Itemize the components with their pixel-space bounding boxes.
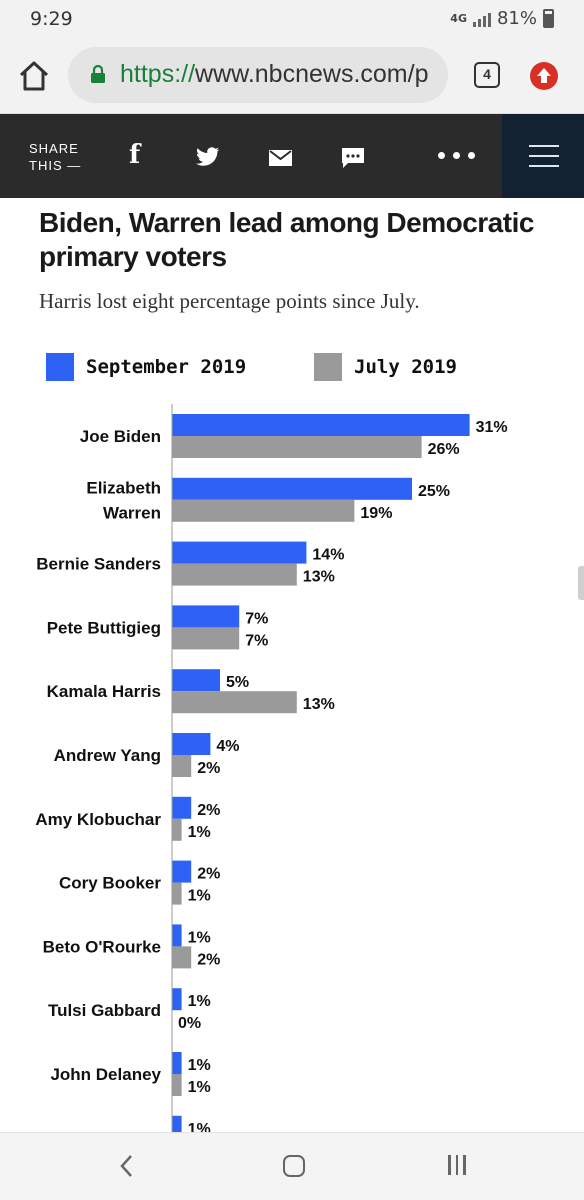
- data-label-september: 25%: [418, 483, 450, 500]
- browser-toolbar: https://www.nbcnews.com/p 4: [0, 38, 584, 114]
- data-label-september: 31%: [476, 419, 508, 436]
- data-label-september: 4%: [216, 738, 239, 755]
- bar-september: [172, 414, 470, 436]
- share-label: SHARE THIS —: [29, 140, 81, 174]
- system-nav-bar: [0, 1132, 584, 1200]
- share-label-line1: SHARE: [29, 141, 79, 156]
- sms-icon[interactable]: [341, 147, 365, 169]
- data-label-july: 7%: [245, 632, 268, 649]
- email-icon[interactable]: [269, 150, 292, 166]
- legend-label-september: September 2019: [86, 356, 247, 378]
- legend-label-july: July 2019: [354, 356, 457, 378]
- status-time: 9:29: [30, 8, 73, 30]
- data-label-july: 1%: [188, 888, 211, 905]
- bar-july: [172, 882, 182, 905]
- data-label-july: 2%: [197, 760, 220, 777]
- bar-chart: Joe Biden 31% 26% Elizabeth Warren 25% 19% Bern…: [35, 404, 508, 1132]
- category-label: Amy Klobuchar: [35, 810, 161, 829]
- legend-swatch-july: [314, 353, 342, 381]
- scrollbar-thumb[interactable]: [578, 566, 584, 600]
- tab-switcher-button[interactable]: 4: [474, 62, 500, 88]
- signal-icon: [472, 11, 491, 27]
- data-label-september: 5%: [226, 674, 249, 691]
- data-label-september: 1%: [188, 1121, 211, 1132]
- battery-icon: [543, 9, 554, 28]
- more-icon[interactable]: [438, 152, 475, 159]
- bar-september: [172, 924, 182, 947]
- bar-september: [172, 796, 192, 819]
- bar-july: [172, 627, 240, 650]
- data-label-september: 7%: [245, 610, 268, 627]
- recent-apps-icon[interactable]: [448, 1155, 466, 1175]
- battery-percent: 81%: [496, 8, 537, 29]
- bar-july: [172, 946, 192, 969]
- bar-july: [172, 563, 297, 586]
- chart-subhead: Harris lost eight percentage points sinc…: [39, 289, 420, 313]
- data-label-july: 13%: [303, 569, 335, 586]
- home-icon[interactable]: [16, 58, 52, 94]
- data-label-september: 1%: [188, 993, 211, 1010]
- data-label-july: 13%: [303, 696, 335, 713]
- bar-september: [172, 1115, 182, 1132]
- category-label: Bernie Sanders: [36, 555, 161, 574]
- data-label-july: 26%: [428, 441, 460, 458]
- category-label: Pete Buttigieg: [47, 618, 161, 637]
- bar-september: [172, 988, 182, 1011]
- bar-september: [172, 669, 220, 692]
- data-label-september: 1%: [188, 929, 211, 946]
- category-label: John Delaney: [50, 1065, 161, 1084]
- category-label: Warren: [103, 503, 161, 522]
- bar-july: [172, 436, 422, 458]
- category-label: Joe Biden: [80, 427, 161, 446]
- bar-july: [172, 818, 182, 841]
- status-bar: 9:29 4G 81%: [0, 0, 584, 38]
- data-label-july: 1%: [188, 824, 211, 841]
- bar-september: [172, 477, 412, 500]
- network-4g-icon: 4G: [450, 11, 467, 25]
- data-label-september: 1%: [188, 1057, 211, 1074]
- category-label: Elizabeth: [86, 478, 161, 497]
- data-label-july: 2%: [197, 951, 220, 968]
- update-icon[interactable]: [530, 62, 558, 90]
- bar-september: [172, 1052, 182, 1074]
- twitter-icon[interactable]: [196, 147, 220, 167]
- data-label-september: 2%: [197, 866, 220, 883]
- menu-icon[interactable]: [502, 114, 584, 198]
- address-bar[interactable]: https://www.nbcnews.com/p: [68, 47, 448, 103]
- url-host: www.nbcnews.com/p: [195, 60, 429, 88]
- bar-september: [172, 605, 240, 628]
- legend-swatch-september: [46, 353, 74, 381]
- lock-icon: [91, 65, 105, 83]
- data-label-september: 2%: [197, 802, 220, 819]
- home-nav-icon[interactable]: [283, 1155, 305, 1177]
- share-label-line2: THIS —: [29, 158, 82, 173]
- share-bar: SHARE THIS — f: [0, 114, 584, 198]
- bar-july: [172, 1074, 182, 1096]
- legend-september: September 2019: [46, 353, 246, 381]
- category-label: Beto O'Rourke: [43, 937, 161, 956]
- back-icon[interactable]: [118, 1153, 134, 1179]
- category-label: Tulsi Gabbard: [48, 1001, 161, 1020]
- data-label-september: 14%: [312, 547, 344, 564]
- url-text: https://www.nbcnews.com/p: [120, 60, 428, 89]
- category-label: Cory Booker: [59, 874, 161, 893]
- status-icons: 4G 81%: [450, 8, 554, 29]
- bar-september: [172, 733, 211, 755]
- category-label: Andrew Yang: [54, 746, 161, 765]
- data-label-july: 1%: [188, 1079, 211, 1096]
- legend-july: July 2019: [314, 353, 457, 381]
- url-scheme: https://: [120, 60, 196, 88]
- chart-headline: Biden, Warren lead among Democratic prim…: [39, 207, 534, 272]
- bar-september: [172, 541, 307, 564]
- bar-july: [172, 755, 192, 777]
- bar-july: [172, 691, 297, 714]
- category-label: Kamala Harris: [47, 682, 161, 701]
- data-label-july: 0%: [178, 1015, 201, 1032]
- bar-september: [172, 860, 192, 883]
- facebook-icon[interactable]: f: [129, 140, 141, 170]
- bar-july: [172, 499, 355, 522]
- data-label-july: 19%: [360, 505, 392, 522]
